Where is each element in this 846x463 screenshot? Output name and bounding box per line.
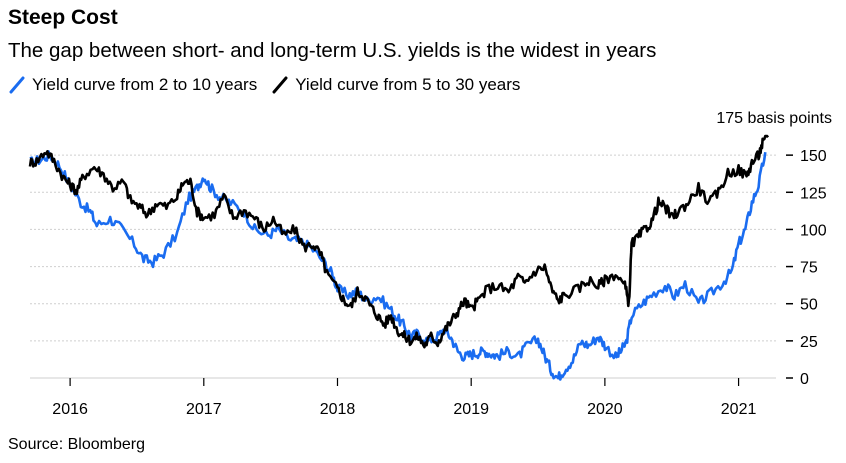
legend-item-5-30: Yield curve from 5 to 30 years [271,75,520,95]
y-tick-label: 0 [800,371,809,388]
chart-subtitle: The gap between short- and long-term U.S… [8,39,657,62]
y-tick-label: 75 [800,260,818,277]
x-tick-label: 2016 [52,401,88,418]
legend-item-2-10: Yield curve from 2 to 10 years [8,75,257,95]
x-tick-label: 2019 [453,401,489,418]
legend-label-5-30: Yield curve from 5 to 30 years [295,75,521,94]
source-note: Source: Bloomberg [8,436,145,453]
series-line-2-10 [29,150,767,381]
x-tick-label: 2021 [721,401,757,418]
series-line-5-30 [28,134,770,349]
legend: Yield curve from 2 to 10 years Yield cur… [8,75,534,95]
y-unit-label: 175 basis points [716,110,832,127]
chart-title: Steep Cost [8,6,118,29]
black-slash-icon [271,76,289,94]
legend-label-2-10: Yield curve from 2 to 10 years [32,75,258,94]
x-tick-label: 2018 [320,401,356,418]
x-tick-label: 2020 [587,401,623,418]
blue-slash-icon [8,76,26,94]
y-tick-label: 125 [800,185,827,202]
x-tick-label: 2017 [186,401,222,418]
y-tick-label: 50 [800,297,818,314]
y-tick-label: 150 [800,148,827,165]
y-tick-label: 25 [800,334,818,351]
y-tick-label: 100 [800,222,827,239]
